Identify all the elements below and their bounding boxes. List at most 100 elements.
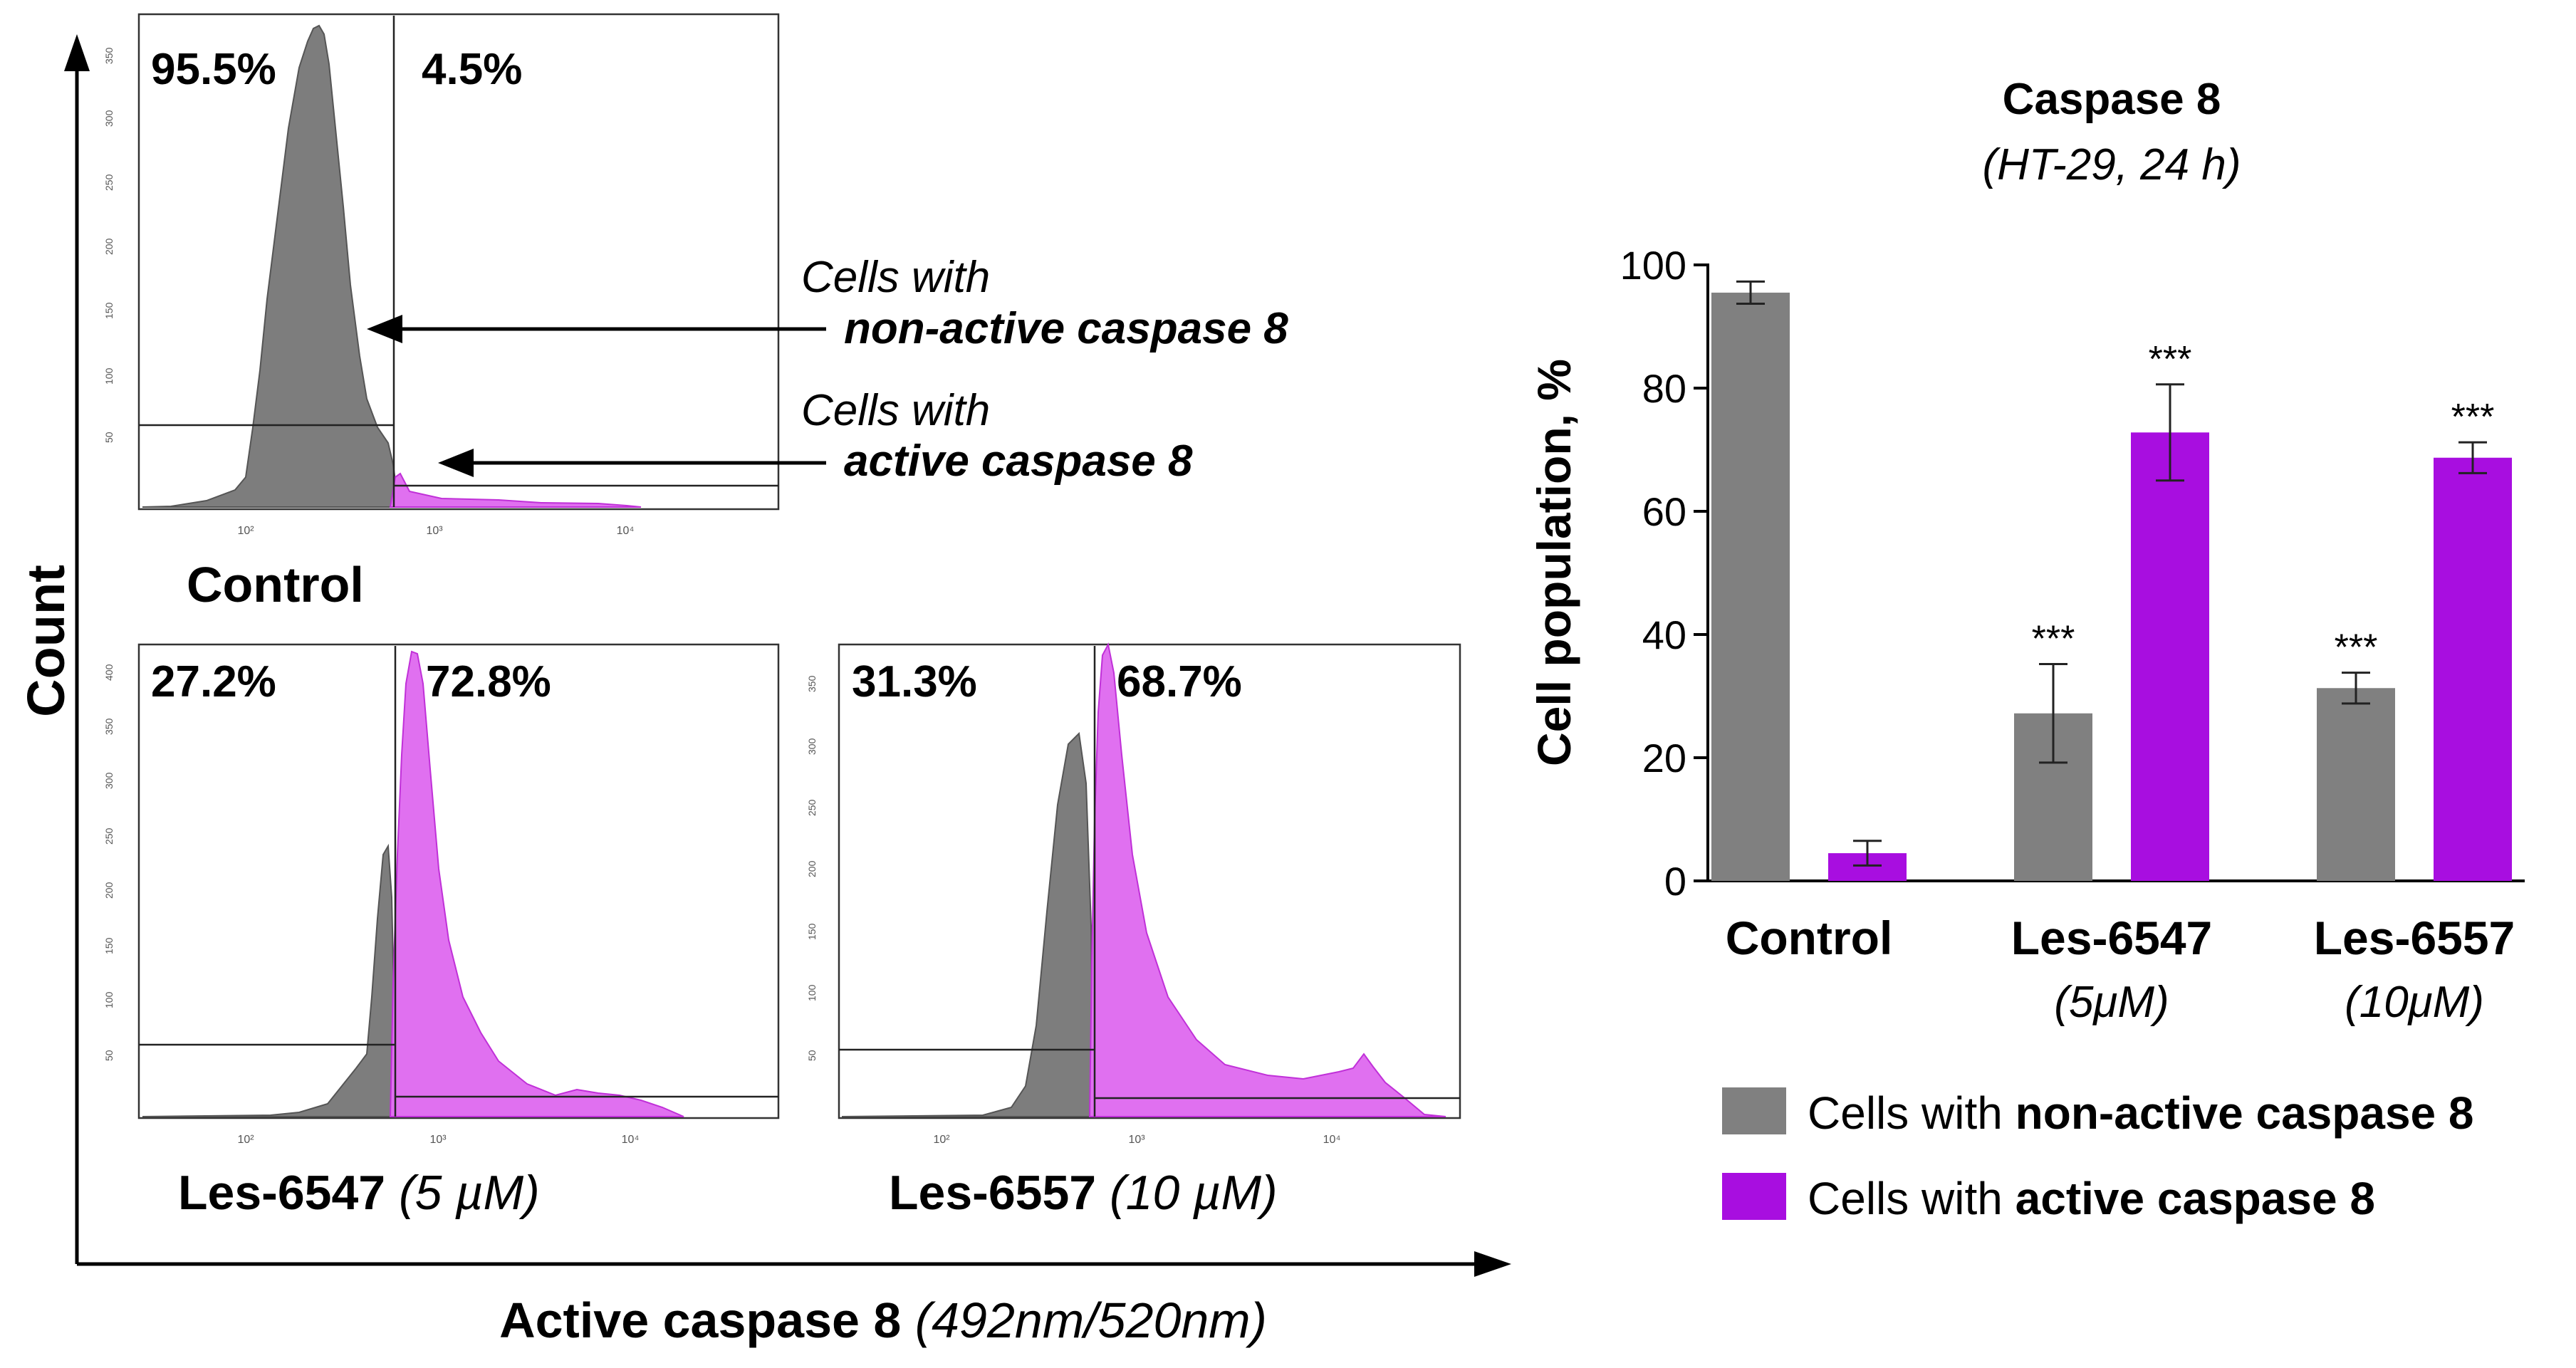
histogram-grey-peak (841, 731, 1095, 1117)
bar-chart-categories: Control Les-6547 (5μM) Les-6557 (10μM) (1726, 912, 2515, 1027)
panel-title-concentration: (5 µM) (399, 1166, 540, 1220)
bar-chart-title: Caspase 8 (2003, 75, 2221, 124)
legend-text-bold: active caspase 8 (2016, 1173, 2375, 1224)
significance-label: *** (2149, 339, 2192, 380)
y-tick: 250 (103, 174, 115, 191)
bar (2317, 688, 2395, 881)
x-ticks: 10² 10³ 10⁴ (237, 1134, 639, 1146)
histogram-magenta-peak (1088, 642, 1446, 1117)
annotation-line2: active caspase 8 (844, 437, 1193, 486)
annotation-line2: non-active caspase 8 (844, 304, 1288, 353)
y-tick: 100 (103, 367, 115, 385)
x-tick: 10⁴ (622, 1134, 640, 1146)
panel-title-compound: Les-6547 (178, 1166, 385, 1220)
x-axis-label-main: Active caspase 8 (499, 1293, 915, 1348)
annotation-active: Cells with active caspase 8 (438, 386, 1193, 486)
annotation-non-active: Cells with non-active caspase 8 (367, 253, 1288, 353)
bar (2131, 432, 2209, 881)
significance-label: *** (2451, 397, 2495, 438)
legend-text-prefix: Cells with (1808, 1173, 2003, 1224)
y-tick: 350 (103, 47, 115, 64)
y-tick: 250 (103, 827, 115, 845)
bar (2434, 457, 2512, 881)
left-global-axes: Count Active caspase 8 (492nm/520nm) (16, 34, 1511, 1348)
x-tick: 10² (237, 1134, 254, 1146)
y-tick: 100 (103, 991, 115, 1008)
histogram-control: 50 100 150 200 250 300 350 10² 10³ 10⁴ 9… (103, 13, 780, 612)
annotation-line1: Cells with (801, 386, 990, 435)
category-label: Control (1726, 912, 1893, 964)
x-axis-arrow-icon (1474, 1251, 1511, 1277)
y-tick: 350 (806, 675, 818, 692)
x-axis-label-units: (492nm/520nm) (915, 1293, 1267, 1348)
x-ticks: 10² 10³ 10⁴ (237, 525, 634, 537)
x-ticks: 10² 10³ 10⁴ (933, 1134, 1340, 1146)
y-tick: 150 (806, 923, 818, 940)
y-tick-label: 20 (1642, 736, 1686, 780)
legend: Cells with non-active caspase 8 Cells wi… (1722, 1087, 2474, 1224)
gate-label-right: 68.7% (1117, 657, 1242, 706)
category-concentration: (5μM) (2054, 978, 2169, 1027)
gate-label-right: 4.5% (422, 45, 522, 94)
category-concentration: (10μM) (2345, 978, 2484, 1027)
histogram-les6557: 50 100 150 200 250 300 350 10² 10³ 10⁴ 3… (806, 642, 1461, 1220)
category-label: Les-6547 (2011, 912, 2213, 964)
histogram-grey-peak (142, 24, 400, 508)
panel-title: Control (187, 557, 364, 612)
y-ticks: 50 100 150 200 250 300 350 (103, 47, 115, 443)
significance-label: *** (2335, 627, 2378, 669)
histogram-magenta-peak (389, 650, 684, 1117)
y-tick: 100 (806, 984, 818, 1001)
y-tick: 300 (103, 110, 115, 127)
bar-chart-subtitle: (HT-29, 24 h) (1983, 140, 2241, 189)
bar-chart-bars: *** *** *** *** (1711, 280, 2512, 881)
histogram-frame (838, 643, 1461, 1119)
legend-text-bold: non-active caspase 8 (2016, 1087, 2474, 1139)
x-tick: 10³ (426, 525, 443, 537)
gate-label-right: 72.8% (426, 657, 551, 706)
panel-title: Les-6557 (10 µM) (889, 1166, 1278, 1220)
panel-title-concentration: (10 µM) (1110, 1166, 1278, 1220)
gate-label-left: 27.2% (151, 657, 276, 706)
significance-label: *** (2032, 619, 2075, 660)
histogram-frame (137, 13, 780, 511)
x-tick: 10⁴ (1323, 1134, 1341, 1146)
bar (1711, 292, 1790, 881)
gate-label-left: 95.5% (151, 45, 276, 94)
panel-title-compound: Les-6557 (889, 1166, 1096, 1220)
y-tick: 300 (806, 738, 818, 755)
y-tick: 200 (103, 882, 115, 899)
category-label: Les-6557 (2314, 912, 2515, 964)
legend-swatch-magenta (1722, 1173, 1786, 1220)
count-axis-label: Count (16, 565, 75, 717)
bar-chart: Caspase 8 (HT-29, 24 h) Cell population,… (1528, 75, 2525, 1224)
legend-item-active: Cells with active caspase 8 (1722, 1173, 2375, 1224)
y-tick-label: 60 (1642, 489, 1686, 534)
y-tick: 150 (103, 302, 115, 319)
histogram-magenta-tail (389, 472, 642, 508)
annotation-line1: Cells with (801, 253, 990, 302)
x-axis-label: Active caspase 8 (492nm/520nm) (499, 1293, 1267, 1348)
y-tick: 250 (806, 799, 818, 816)
y-ticks: 50 100 150 200 250 300 350 400 (103, 664, 115, 1061)
histogram-grey-peak (142, 843, 397, 1117)
y-tick: 300 (103, 772, 115, 789)
y-tick: 200 (103, 238, 115, 255)
y-tick: 150 (103, 937, 115, 954)
legend-item-non-active: Cells with non-active caspase 8 (1722, 1087, 2474, 1139)
legend-text-prefix: Cells with (1808, 1087, 2003, 1139)
x-tick: 10⁴ (617, 525, 635, 537)
panel-title: Les-6547 (5 µM) (178, 1166, 540, 1220)
y-tick-label: 40 (1642, 612, 1686, 657)
bar-chart-axes: 0 20 40 60 80 100 (1620, 243, 2525, 904)
y-tick-label: 0 (1664, 859, 1686, 904)
legend-text: Cells with active caspase 8 (1808, 1173, 2375, 1224)
legend-text: Cells with non-active caspase 8 (1808, 1087, 2474, 1139)
y-tick: 50 (806, 1050, 818, 1061)
histogram-les6547: 50 100 150 200 250 300 350 400 10² 10³ 1… (103, 643, 780, 1220)
y-tick: 50 (103, 1050, 115, 1061)
legend-swatch-grey (1722, 1087, 1786, 1134)
gate-label-left: 31.3% (852, 657, 977, 706)
y-tick: 350 (103, 718, 115, 735)
